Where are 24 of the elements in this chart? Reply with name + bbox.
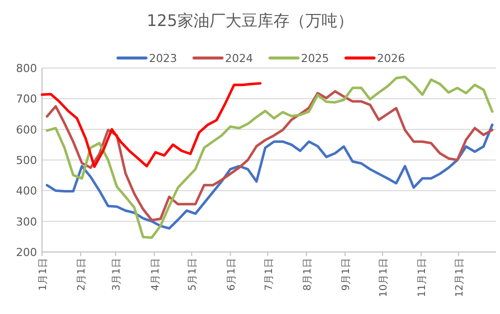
y-tick-label: 300 (16, 215, 37, 228)
x-tick-label: 11月1日 (417, 258, 428, 298)
x-tick-label: 4月1日 (150, 258, 162, 291)
x-tick-label: 10月1日 (378, 258, 390, 298)
y-tick-label: 800 (16, 62, 37, 75)
y-tick-label: 500 (16, 154, 37, 167)
y-tick-label: 600 (16, 123, 37, 136)
legend-label: 2026 (377, 52, 405, 65)
x-tick-label: 12月1日 (454, 258, 466, 298)
x-tick-label: 8月1日 (302, 258, 314, 291)
x-tick-label: 5月1日 (188, 258, 199, 291)
x-tick-label: 2月1日 (76, 258, 88, 291)
x-tick-label: 7月1日 (264, 258, 275, 291)
chart-title: 125家油厂大豆库存（万吨） (146, 11, 354, 30)
x-tick-label: 9月1日 (341, 258, 352, 291)
legend-label: 2025 (301, 52, 329, 65)
x-tick-label: 6月1日 (226, 258, 238, 291)
legend-label: 2024 (225, 52, 253, 65)
y-tick-label: 200 (16, 246, 37, 259)
y-tick-label: 700 (16, 92, 37, 106)
x-tick-label: 1月1日 (38, 258, 49, 291)
y-tick-label: 400 (16, 184, 37, 198)
x-tick-label: 3月1日 (112, 258, 123, 291)
legend-label: 2023 (149, 52, 177, 65)
